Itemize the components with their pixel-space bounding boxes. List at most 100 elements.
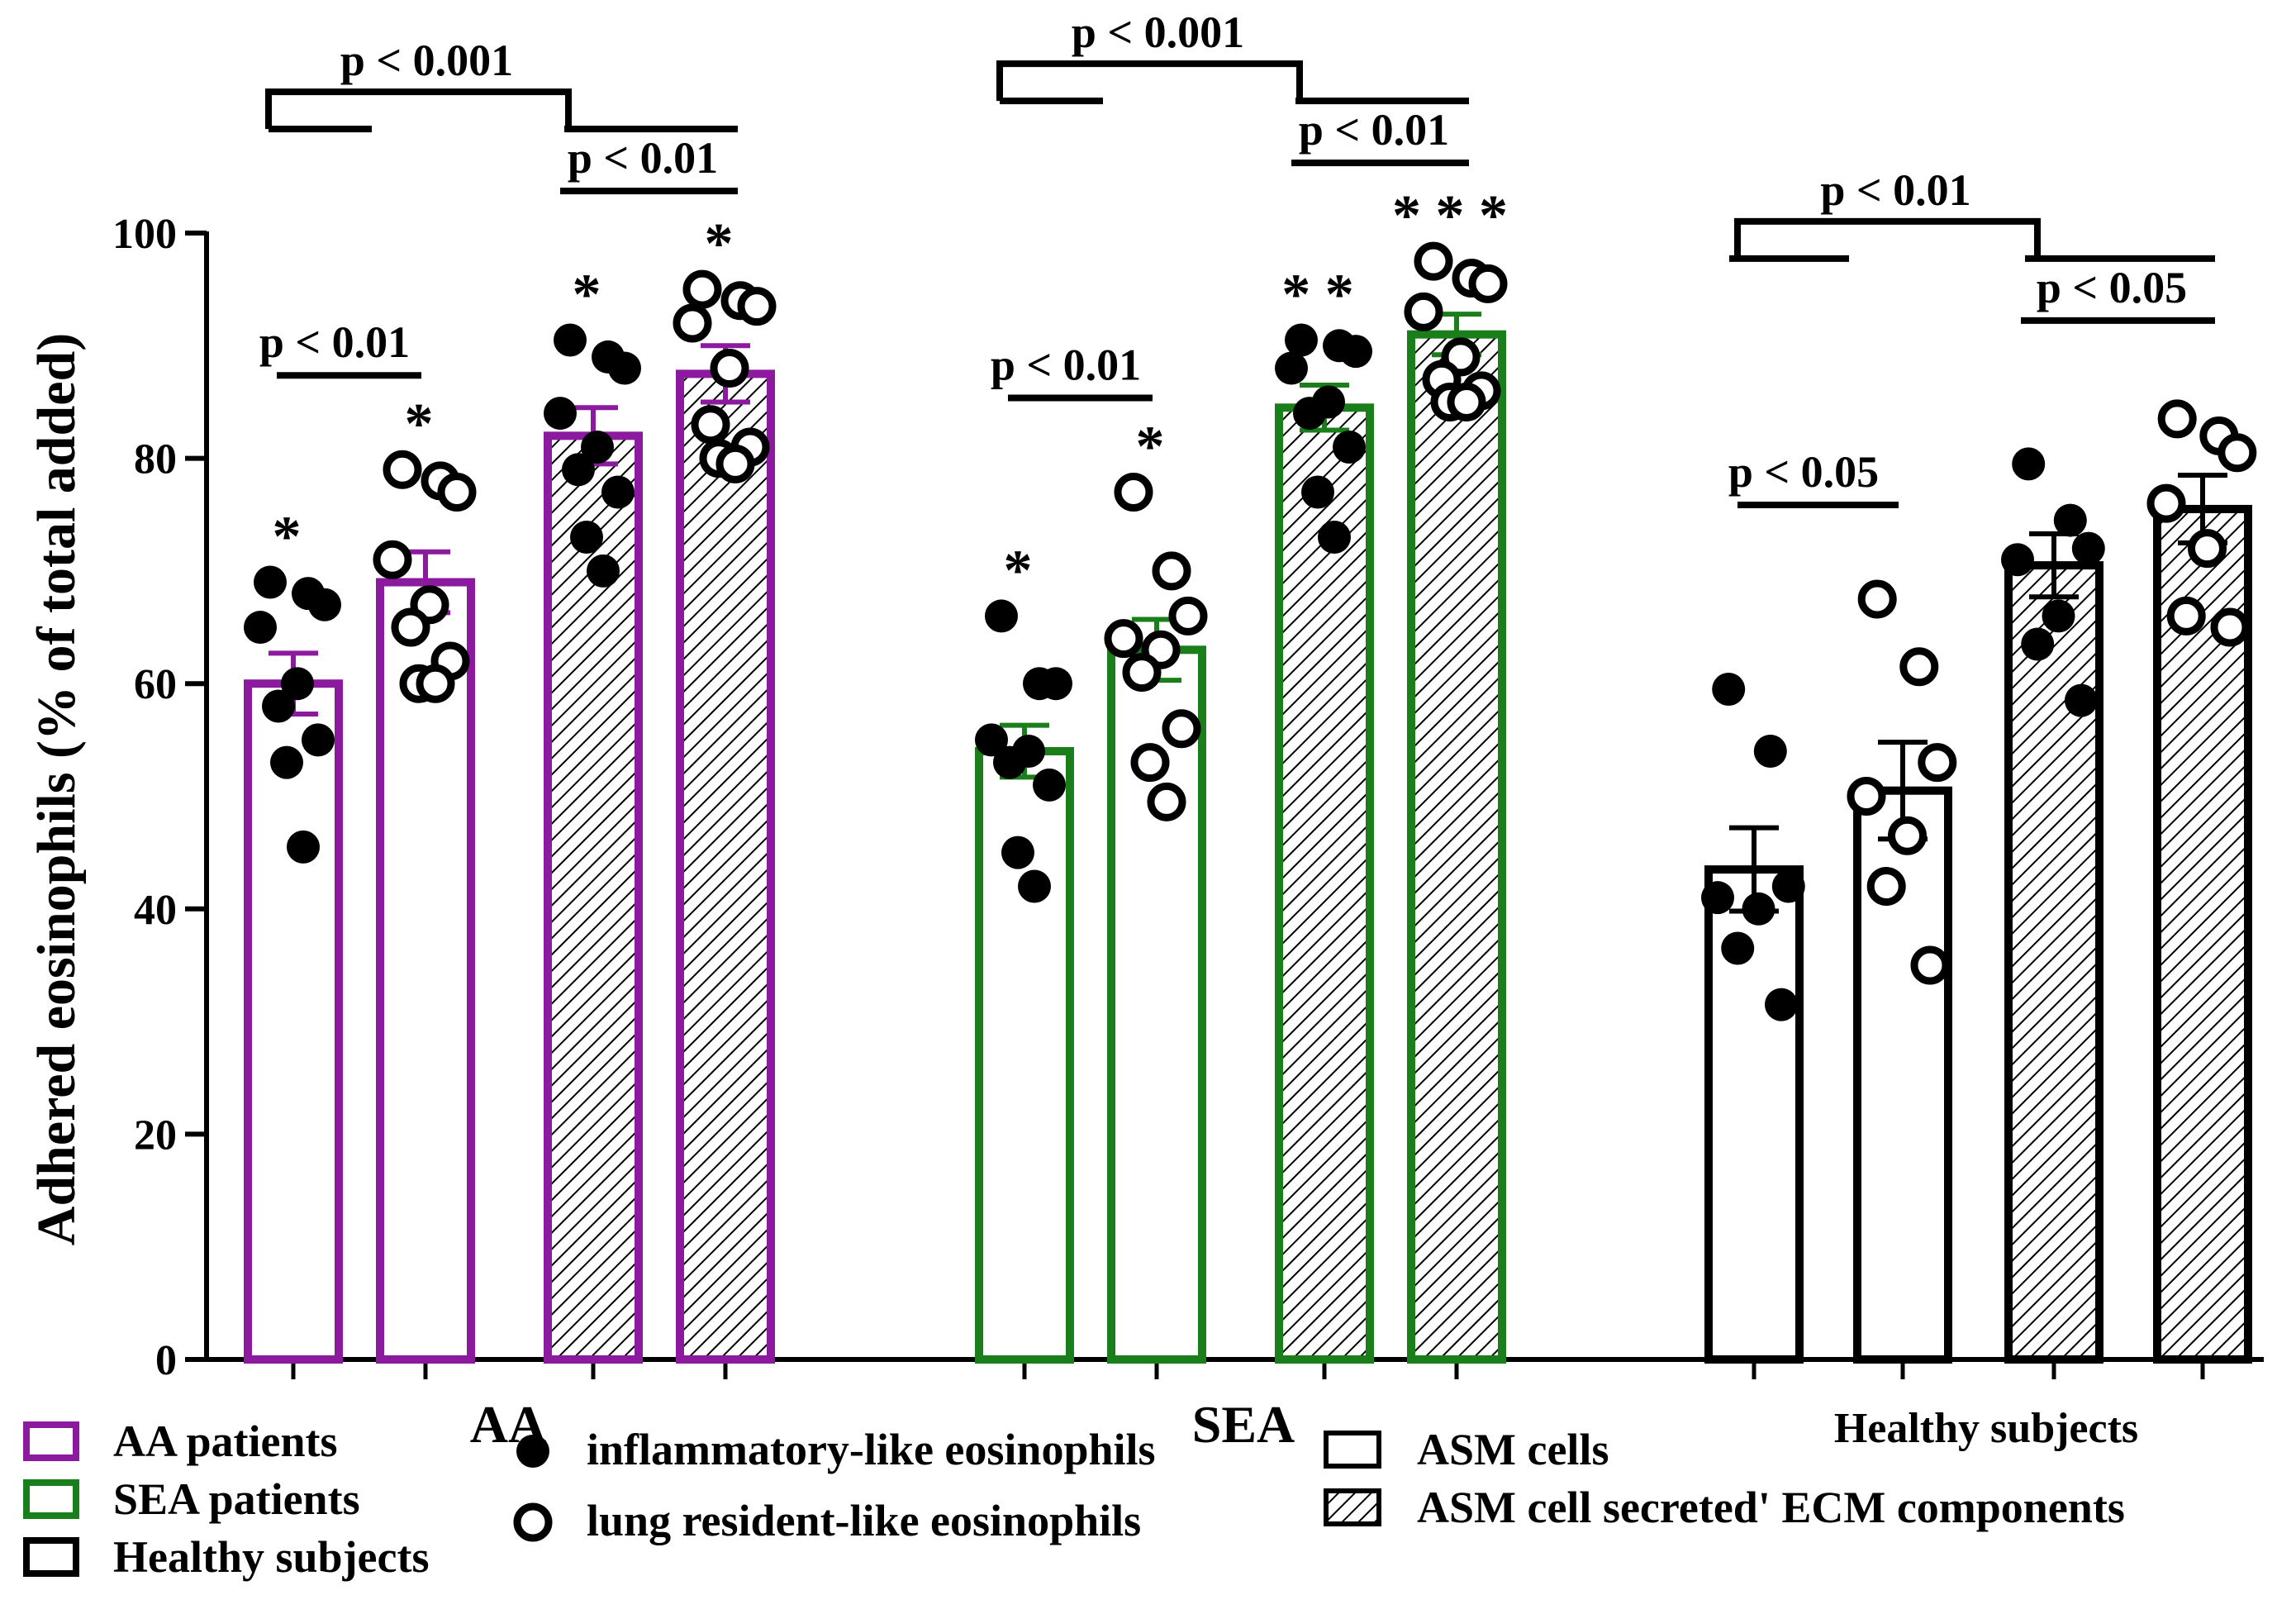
filled-data-point xyxy=(1771,869,1805,903)
filled-data-point xyxy=(601,475,635,509)
filled-data-point xyxy=(993,745,1026,779)
open-data-point xyxy=(737,287,777,326)
filled-data-point xyxy=(1318,521,1351,555)
open-data-point xyxy=(1114,472,1153,512)
filled-data-point xyxy=(1285,323,1318,357)
open-data-point xyxy=(1168,596,1208,636)
open-data-point xyxy=(2188,529,2227,569)
open-data-point xyxy=(1899,647,1939,687)
open-data-point xyxy=(391,607,430,647)
open-data-point xyxy=(383,450,422,489)
open-data-point xyxy=(1888,816,1927,855)
open-data-point xyxy=(715,444,755,483)
open-data-point xyxy=(416,664,455,703)
p-value-label: p < 0.01 xyxy=(991,340,1141,389)
filled-data-point xyxy=(1333,430,1366,464)
y-tick-label: 100 xyxy=(112,211,177,258)
filled-data-point xyxy=(1001,836,1034,869)
filled-data-point xyxy=(2021,627,2055,661)
filled-data-point xyxy=(1018,869,1051,903)
open-data-point xyxy=(691,405,730,445)
open-data-point xyxy=(1147,782,1186,821)
filled-data-point xyxy=(554,323,587,357)
open-data-point xyxy=(1130,743,1170,783)
open-data-point xyxy=(373,540,412,579)
p-value-label: p < 0.05 xyxy=(1728,447,1879,497)
filled-data-point xyxy=(1701,881,1734,915)
p-value-label: p < 0.01 xyxy=(1299,105,1449,155)
filled-data-point xyxy=(281,667,314,701)
filled-data-point xyxy=(287,830,320,864)
y-tick-label: 0 xyxy=(155,1337,177,1384)
open-data-point xyxy=(1918,743,1957,783)
x-group-label: SEA xyxy=(1192,1395,1295,1454)
filled-data-point xyxy=(244,611,277,645)
y-tick-label: 40 xyxy=(134,887,177,934)
significance-star: * * xyxy=(1281,263,1354,326)
significance-star: * xyxy=(1004,539,1033,602)
bar xyxy=(2153,504,2252,1364)
legend-label: ASM cells xyxy=(1417,1425,1609,1474)
significance-star: * * * xyxy=(1392,184,1508,248)
legend-label: inflammatory-like eosinophils xyxy=(587,1425,1156,1474)
open-data-point xyxy=(2210,607,2250,647)
filled-data-point xyxy=(608,351,641,385)
open-data-point xyxy=(1447,382,1486,421)
legend-swatch-hatched xyxy=(1324,1488,1381,1526)
filled-data-point xyxy=(1293,397,1326,431)
legend-marker-open xyxy=(513,1502,553,1542)
filled-data-point xyxy=(1033,768,1066,802)
bar xyxy=(2004,561,2103,1364)
bracket-connector xyxy=(996,60,1303,102)
legend-swatch-group xyxy=(23,1537,79,1577)
bar xyxy=(1275,403,1374,1364)
open-data-point xyxy=(1414,241,1453,281)
bar xyxy=(676,369,775,1364)
bar xyxy=(1407,330,1506,1364)
y-tick-label: 60 xyxy=(134,661,177,708)
open-data-point xyxy=(1404,292,1443,331)
legend-label: AA patients xyxy=(113,1416,338,1466)
filled-data-point xyxy=(2053,503,2087,537)
filled-data-point xyxy=(2012,447,2046,481)
bracket-connector xyxy=(1734,217,2041,259)
filled-data-point xyxy=(2001,543,2034,577)
y-tick-label: 20 xyxy=(134,1112,177,1159)
legend-marker-filled xyxy=(516,1435,549,1468)
p-value-label: p < 0.01 xyxy=(259,317,410,367)
filled-data-point xyxy=(985,599,1018,633)
filled-data-point xyxy=(302,723,335,757)
filled-data-point xyxy=(544,397,577,431)
filled-data-point xyxy=(2042,599,2075,633)
filled-data-point xyxy=(1275,351,1308,385)
filled-data-point xyxy=(1753,734,1787,768)
filled-data-point xyxy=(587,554,620,588)
legend-swatch-group xyxy=(23,1479,79,1519)
open-data-point xyxy=(1152,551,1191,591)
legend-label: SEA patients xyxy=(113,1474,360,1524)
filled-data-point xyxy=(1712,673,1746,707)
legend-swatch-group xyxy=(23,1421,79,1461)
filled-data-point xyxy=(2065,683,2098,717)
filled-data-point xyxy=(975,723,1008,757)
open-data-point xyxy=(437,472,477,512)
significance-annotations: * * * * p < 0.01 p < 0.01 p < 0.001 * * * * * * * p… xyxy=(259,7,2215,602)
bar xyxy=(376,578,475,1364)
data-points xyxy=(244,241,2257,1021)
filled-data-point xyxy=(262,689,295,723)
filled-data-point xyxy=(1765,988,1798,1021)
filled-data-point xyxy=(1742,892,1775,926)
filled-data-point xyxy=(1339,335,1372,369)
y-axis-label: Adhered eosinophils (% of total added) xyxy=(26,333,87,1245)
p-value-label: p < 0.001 xyxy=(1072,7,1244,57)
significance-star: * xyxy=(573,263,601,326)
filled-data-point xyxy=(1301,475,1334,509)
open-data-point xyxy=(2157,399,2197,439)
y-tick-label: 80 xyxy=(134,436,177,483)
open-data-point xyxy=(673,303,712,343)
filled-data-point xyxy=(1721,931,1755,965)
p-value-label: p < 0.001 xyxy=(340,36,513,85)
bar xyxy=(244,679,343,1364)
significance-star: * xyxy=(1136,415,1165,478)
